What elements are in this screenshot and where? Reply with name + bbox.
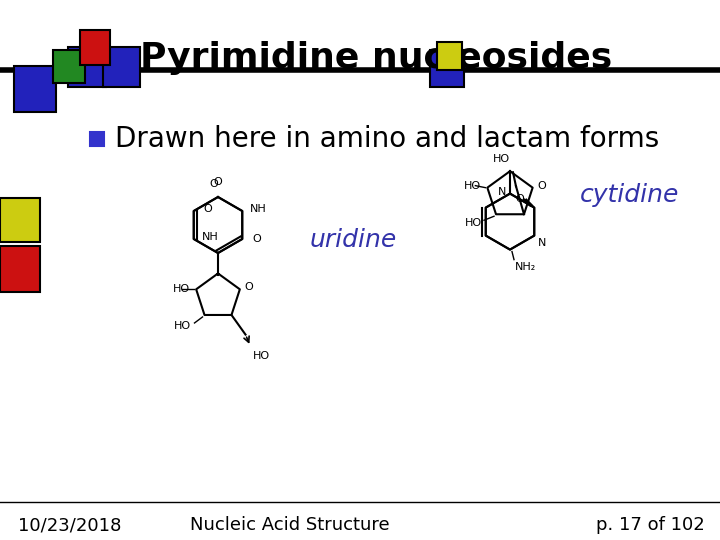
- Bar: [90, 132, 104, 146]
- Bar: [103, 47, 140, 87]
- Text: HO: HO: [174, 321, 191, 331]
- Bar: [14, 66, 56, 112]
- Text: N: N: [498, 187, 506, 197]
- Text: HO: HO: [465, 218, 482, 228]
- Text: O: O: [245, 282, 253, 292]
- Bar: [68, 47, 106, 87]
- Text: p. 17 of 102: p. 17 of 102: [596, 516, 705, 534]
- Text: 10/23/2018: 10/23/2018: [18, 516, 122, 534]
- Text: Nucleic Acid Structure: Nucleic Acid Structure: [190, 516, 390, 534]
- Bar: [53, 50, 85, 83]
- Text: NH₂: NH₂: [515, 261, 536, 272]
- Text: O: O: [252, 234, 261, 244]
- Text: O: O: [538, 181, 546, 191]
- Bar: [0, 198, 40, 242]
- Text: cytidine: cytidine: [580, 183, 680, 207]
- Text: O: O: [204, 204, 212, 214]
- Text: uridine: uridine: [310, 228, 397, 252]
- Text: O: O: [516, 194, 524, 204]
- Text: Drawn here in amino and lactam forms: Drawn here in amino and lactam forms: [115, 125, 660, 153]
- Bar: [80, 30, 110, 65]
- Bar: [0, 246, 40, 292]
- Text: HO: HO: [464, 181, 482, 191]
- Text: Pyrimidine nucleosides: Pyrimidine nucleosides: [140, 41, 612, 75]
- Text: HO: HO: [253, 350, 269, 361]
- Text: HO: HO: [493, 154, 510, 164]
- Text: NH: NH: [251, 204, 267, 214]
- Text: N: N: [539, 238, 546, 248]
- Bar: [437, 42, 462, 70]
- Bar: [430, 50, 464, 87]
- Text: O: O: [214, 177, 222, 187]
- Text: HO: HO: [173, 284, 190, 294]
- Text: NH: NH: [202, 232, 218, 242]
- Text: O: O: [210, 179, 218, 189]
